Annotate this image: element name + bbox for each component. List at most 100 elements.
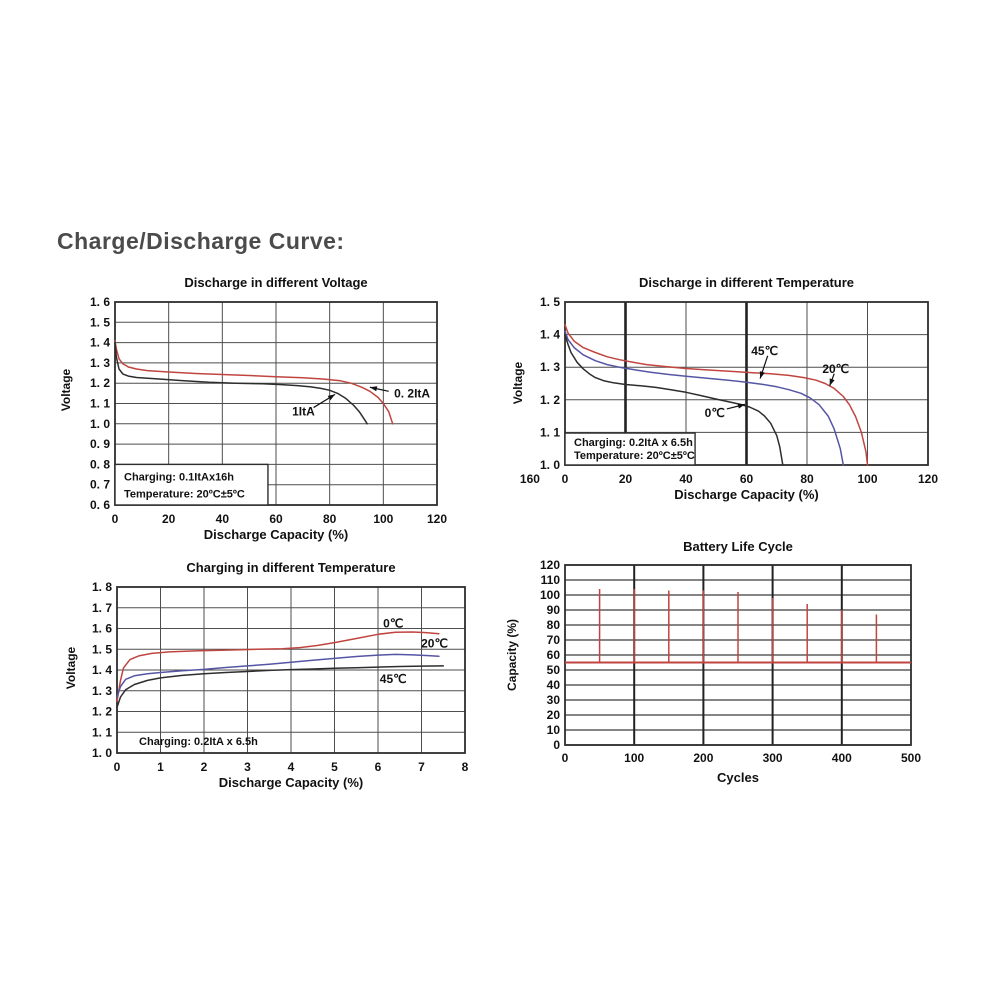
curve-label: 45℃ <box>751 344 778 358</box>
y-tick-label: 50 <box>547 663 561 677</box>
curve-label-arrowhead <box>759 371 765 379</box>
x-tick-label: 80 <box>323 512 337 526</box>
x-tick-label: 2 <box>201 760 208 774</box>
y-tick-label: 90 <box>547 603 561 617</box>
curve-label-arrowhead <box>829 378 835 386</box>
x-axis-label: Discharge Capacity (%) <box>219 775 364 790</box>
y-tick-label: 0 <box>553 738 560 752</box>
x-tick-label: 40 <box>679 472 693 486</box>
note-line: Charging: 0.2ItA x 6.5h <box>139 736 258 748</box>
y-axis-label: Voltage <box>59 368 73 411</box>
y-tick-label: 1. 0 <box>90 417 110 431</box>
x-tick-label: 60 <box>269 512 283 526</box>
x-tick-label: 7 <box>418 760 425 774</box>
plot-border <box>564 301 929 466</box>
y-tick-label: 1. 8 <box>92 580 112 594</box>
y-tick-label: 110 <box>541 573 561 587</box>
y-axis-label: Capacity (%) <box>505 619 519 691</box>
y-tick-label: 100 <box>540 588 560 602</box>
chart-discharge-temperature: Discharge in different Temperature Discha… <box>511 275 938 502</box>
series-45℃ <box>116 665 445 709</box>
y-tick-label: 1. 1 <box>90 397 110 411</box>
curve-label: 0℃ <box>705 406 725 420</box>
plot-border <box>116 586 466 754</box>
curve-label-arrowhead <box>327 394 336 401</box>
y-tick-label: 1. 2 <box>540 393 560 407</box>
x-tick-label: 200 <box>693 751 713 765</box>
y-tick-label: 1. 3 <box>90 356 110 370</box>
x-tick-label: 40 <box>216 512 230 526</box>
y-tick-label: 0. 9 <box>90 437 110 451</box>
x-tick-label: 500 <box>901 751 921 765</box>
x-tick-label: 100 <box>857 472 877 486</box>
x-tick-label: 100 <box>373 512 393 526</box>
x-tick-label: 8 <box>462 760 469 774</box>
x-tick-label: 100 <box>624 751 644 765</box>
y-tick-label: 0. 7 <box>90 478 110 492</box>
y-tick-label: 0. 8 <box>90 457 110 471</box>
y-tick-label: 1. 5 <box>90 315 110 329</box>
x-tick-label: 5 <box>331 760 338 774</box>
x-tick-label: 400 <box>832 751 852 765</box>
series-45℃ <box>564 330 845 466</box>
x-tick-label: 120 <box>918 472 938 486</box>
y-tick-label: 20 <box>547 708 561 722</box>
y-tick-label: 1. 7 <box>92 601 112 615</box>
x-axis-label: Discharge Capacity (%) <box>674 487 819 502</box>
x-tick-label: 120 <box>427 512 447 526</box>
y-tick-label: 1. 2 <box>92 705 112 719</box>
y-tick-label: 1. 2 <box>90 376 110 390</box>
x-tick-label: 6 <box>375 760 382 774</box>
y-tick-label: 70 <box>547 633 561 647</box>
series-0℃ <box>116 631 440 702</box>
curve-label: 20℃ <box>822 362 849 376</box>
y-tick-label: 1. 1 <box>92 725 112 739</box>
x-tick-label: 0 <box>114 760 121 774</box>
note-box <box>114 463 269 506</box>
y-axis-label: Voltage <box>64 646 78 689</box>
curve-label: 45℃ <box>380 672 407 686</box>
curve-label: 1ItA <box>292 405 315 419</box>
plot-border <box>564 564 912 746</box>
x-tick-label: 80 <box>800 472 814 486</box>
y-tick-label: 30 <box>547 693 561 707</box>
curve-label-arrowhead <box>737 403 745 409</box>
y-tick-label: 1. 5 <box>92 642 112 656</box>
y-tick-label: 1. 4 <box>92 663 112 677</box>
y-tick-label: 1. 3 <box>540 360 560 374</box>
stray-axis-label: 160 <box>520 472 540 486</box>
chart-title: Charging in different Temperature <box>186 560 395 575</box>
y-tick-label: 1. 6 <box>90 295 110 309</box>
y-tick-label: 1. 0 <box>92 746 112 760</box>
y-tick-label: 80 <box>547 618 561 632</box>
note-box <box>564 432 696 466</box>
y-tick-label: 1. 4 <box>540 328 560 342</box>
note-line: Charging: 0.2ItA x 6.5h <box>574 437 693 449</box>
page-heading: Charge/Discharge Curve: <box>57 228 345 254</box>
y-axis-label: Voltage <box>511 361 525 404</box>
note-line: Temperature: 20ºC±5ºC <box>124 489 245 501</box>
x-tick-label: 60 <box>740 472 754 486</box>
x-axis-label: Cycles <box>717 770 759 785</box>
y-tick-label: 1. 4 <box>90 336 110 350</box>
chart-title: Discharge in different Temperature <box>639 275 854 290</box>
x-tick-label: 300 <box>763 751 783 765</box>
series-0.2ItA <box>114 339 394 425</box>
note-line: Charging: 0.1ItAx16h <box>124 472 234 484</box>
y-tick-label: 1. 3 <box>92 684 112 698</box>
plot-border <box>114 301 438 506</box>
x-tick-label: 20 <box>162 512 176 526</box>
x-tick-label: 0 <box>562 751 569 765</box>
series-20℃ <box>116 653 440 698</box>
curve-label: 20℃ <box>421 637 448 651</box>
y-tick-label: 1. 0 <box>540 458 560 472</box>
x-tick-label: 4 <box>288 760 295 774</box>
curve-label-arrowhead <box>369 386 378 392</box>
x-tick-label: 0 <box>112 512 119 526</box>
x-axis-label: Discharge Capacity (%) <box>204 527 349 542</box>
x-tick-label: 20 <box>619 472 633 486</box>
chart-title: Battery Life Cycle <box>683 539 793 554</box>
y-tick-label: 40 <box>547 678 561 692</box>
